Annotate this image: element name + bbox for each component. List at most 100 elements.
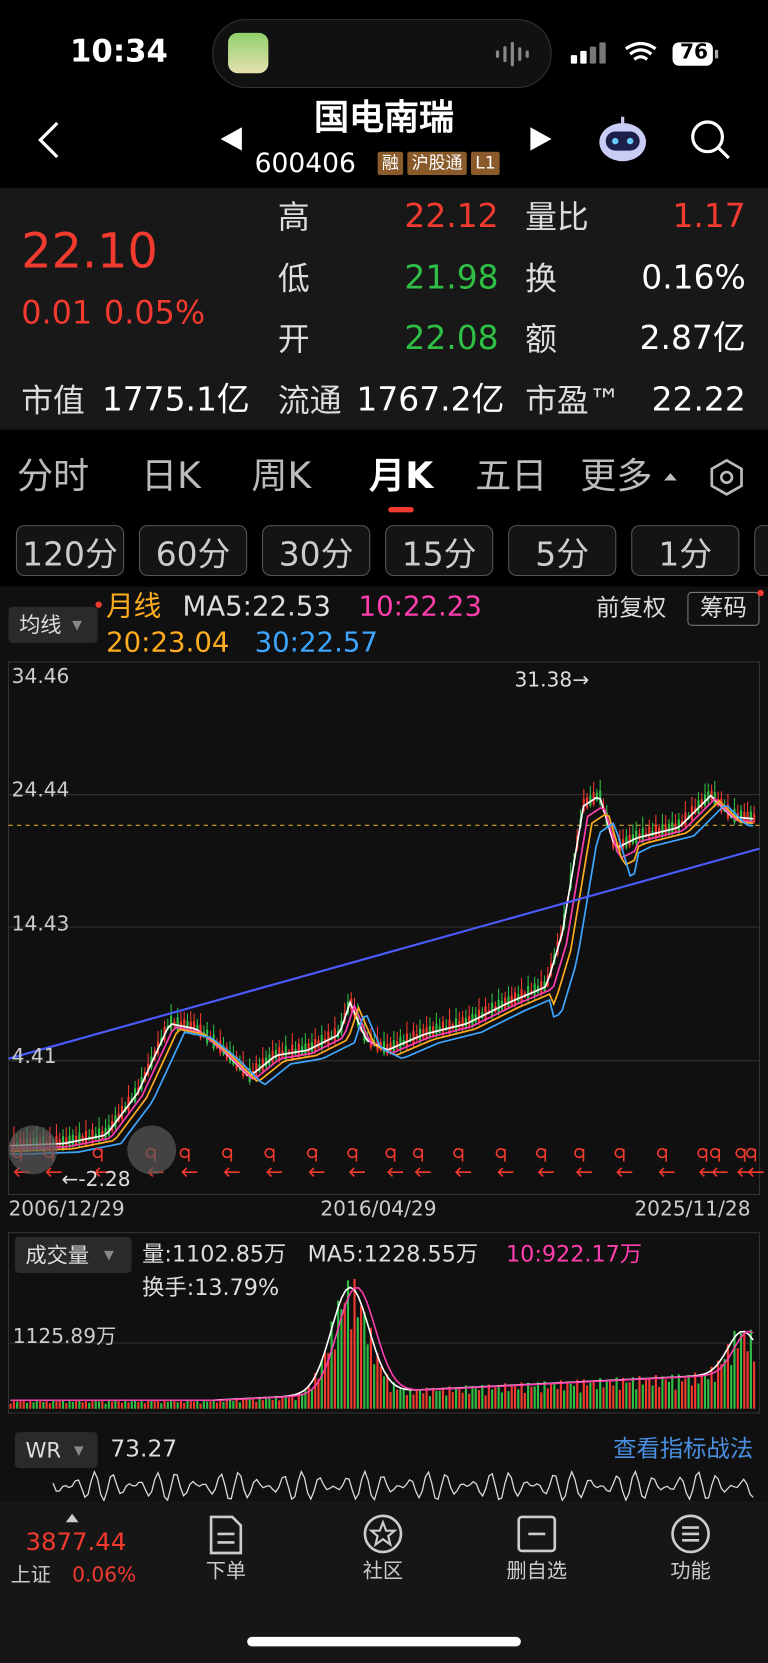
- volume-bar: [484, 1395, 487, 1409]
- interval-chip[interactable]: 120分: [15, 525, 125, 577]
- caret: ▼: [72, 617, 82, 633]
- candle: [671, 821, 674, 834]
- more-tab[interactable]: 更多: [580, 455, 653, 498]
- prev-stock[interactable]: [219, 125, 244, 153]
- interval-chip[interactable]: 60分: [138, 525, 248, 577]
- event-arrow: [387, 1167, 404, 1177]
- volume-bar: [736, 1348, 739, 1409]
- volume-bar: [111, 1401, 114, 1409]
- volume-bar: [743, 1330, 746, 1409]
- volume-bar: [104, 1403, 107, 1409]
- menu-icon[interactable]: [669, 1513, 711, 1555]
- volume-bar: [297, 1392, 300, 1409]
- adjust-mode[interactable]: 前复权: [596, 595, 667, 622]
- index-name: 上证: [10, 1563, 51, 1587]
- candle: [540, 981, 543, 994]
- nav-label[interactable]: 社区: [362, 1559, 404, 1583]
- chart-frame: [7, 661, 761, 1195]
- event-arrow: [537, 1167, 554, 1177]
- period-tab[interactable]: 日K: [141, 455, 201, 498]
- back-button[interactable]: [34, 119, 66, 161]
- volume-bar: [658, 1387, 661, 1409]
- chips-button[interactable]: 筹码: [687, 591, 760, 626]
- volume-bar: [343, 1303, 346, 1409]
- y-tick-label: 1125.89万: [12, 1324, 117, 1349]
- volume-bar: [510, 1384, 513, 1409]
- volume-bar: [749, 1329, 752, 1409]
- volume-bar: [572, 1385, 576, 1409]
- candle: [65, 1137, 68, 1147]
- grid: [8, 794, 760, 1062]
- event-arrow: [45, 1167, 62, 1177]
- volume-bar: [274, 1395, 277, 1409]
- candle: [654, 825, 657, 839]
- stat-label: 开: [277, 321, 310, 359]
- candle: [739, 810, 743, 823]
- candle: [389, 1042, 392, 1053]
- assistant-button[interactable]: [596, 115, 649, 166]
- moving-average: [10, 794, 754, 1147]
- nav-label[interactable]: 下单: [205, 1559, 247, 1583]
- volume-bar: [566, 1381, 569, 1409]
- volume-bar: [674, 1389, 677, 1409]
- volume-bar: [579, 1392, 582, 1409]
- volume-bar: [425, 1387, 428, 1409]
- dot: [757, 589, 764, 597]
- nav-label[interactable]: 删自选: [506, 1559, 567, 1583]
- interval-chip[interactable]: 15分: [385, 525, 494, 577]
- search-button[interactable]: [690, 119, 732, 161]
- period-tab-active[interactable]: 月K: [369, 455, 434, 498]
- x-tick-label: 2006/12/29: [8, 1197, 125, 1221]
- candle: [595, 792, 598, 801]
- period-tab[interactable]: 五日: [475, 455, 548, 498]
- volume-bar: [346, 1280, 350, 1409]
- settings-button[interactable]: [708, 458, 746, 496]
- candle: [635, 830, 638, 844]
- volume-bar: [265, 1397, 268, 1409]
- wr-line: [52, 1469, 754, 1503]
- candle: [468, 1016, 471, 1027]
- interval-chip[interactable]: 30分: [262, 525, 371, 577]
- next-stock[interactable]: [528, 125, 553, 153]
- candle: [189, 1021, 192, 1033]
- volume-bar: [9, 1403, 12, 1409]
- volume-bar: [183, 1402, 186, 1409]
- volume-select[interactable]: 成交量 ▼: [14, 1236, 132, 1273]
- stat-label: 量比: [525, 199, 589, 237]
- candle: [628, 834, 631, 846]
- nav-label[interactable]: 功能: [670, 1559, 711, 1583]
- period-tab[interactable]: 周K: [251, 455, 312, 498]
- candle: [84, 1130, 88, 1145]
- volume-chart: [7, 1232, 761, 1414]
- candle: [684, 812, 687, 827]
- volume-bar: [78, 1400, 81, 1409]
- remove-icon[interactable]: [517, 1515, 557, 1553]
- volume-bar: [389, 1392, 392, 1409]
- volume-bar: [75, 1400, 78, 1409]
- fullscreen-button[interactable]: [127, 1125, 177, 1175]
- interval-chip[interactable]: 5分: [508, 525, 617, 577]
- volume-bar: [694, 1372, 697, 1409]
- volume-bar: [196, 1399, 199, 1409]
- period-tab[interactable]: 分时: [16, 455, 90, 498]
- volume-bar: [396, 1389, 399, 1409]
- expand-button[interactable]: [8, 1125, 58, 1175]
- wr-chart: [52, 1469, 754, 1503]
- community-icon[interactable]: [362, 1513, 404, 1555]
- volume-legend: MA5:1228.55万: [307, 1241, 479, 1267]
- volume-bar: [546, 1388, 549, 1409]
- order-icon[interactable]: [207, 1515, 245, 1555]
- candle: [507, 996, 510, 1008]
- event-arrow: [497, 1167, 514, 1177]
- strategy-link[interactable]: 查看指标战法: [613, 1436, 754, 1463]
- candle: [61, 1136, 65, 1149]
- max-annotation: 31.38→: [514, 668, 590, 692]
- interval-chip[interactable]: 1分: [631, 525, 740, 577]
- wr-select[interactable]: WR ▼: [14, 1432, 98, 1469]
- candle: [274, 1050, 277, 1059]
- interval-chip[interactable]: [754, 525, 768, 577]
- indicator-select[interactable]: 均线 ▼: [8, 606, 98, 643]
- volume-bar: [569, 1383, 572, 1409]
- event-mark: [656, 1148, 668, 1162]
